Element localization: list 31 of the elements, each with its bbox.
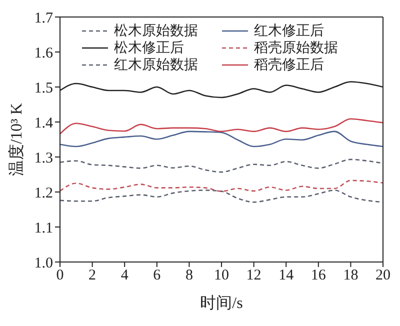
line-series [60, 180, 383, 192]
x-axis-title: 时间/s [200, 294, 243, 312]
y-tick-label: 1.4 [34, 115, 54, 132]
legend-label: 稻壳修正后 [254, 56, 324, 74]
x-tick-label: 16 [310, 268, 326, 284]
x-tick-label: 8 [185, 268, 193, 284]
x-tick-label: 4 [120, 268, 129, 284]
legend-label: 红木原始数据 [114, 56, 198, 74]
x-tick-label: 14 [278, 268, 294, 284]
x-tick-label: 0 [56, 268, 64, 284]
x-tick-label: 6 [153, 268, 162, 284]
y-tick-label: 1.5 [34, 80, 53, 96]
legend-label: 松木原始数据 [114, 22, 198, 40]
y-tick-label: 1.6 [34, 45, 54, 62]
line-series [60, 118, 383, 135]
x-tick-label: 18 [343, 268, 358, 284]
line-series [60, 130, 383, 148]
y-tick-label: 1.7 [34, 10, 54, 26]
y-axis-title: 温度/10³ K [8, 102, 26, 176]
y-tick-label: 1.2 [34, 185, 53, 202]
y-tick-label: 1.1 [34, 220, 53, 236]
legend-label: 松木修正后 [114, 40, 184, 56]
y-tick-label: 1.0 [34, 255, 53, 272]
x-tick-label: 10 [214, 268, 229, 284]
x-tick-label: 2 [88, 268, 96, 284]
y-tick-label: 1.3 [34, 150, 53, 166]
line-series [60, 158, 383, 173]
legend-label: 稻壳原始数据 [254, 40, 338, 56]
x-tick-label: 20 [376, 268, 390, 284]
x-tick-label: 12 [246, 268, 262, 284]
legend-label: 红木修正后 [254, 22, 324, 40]
